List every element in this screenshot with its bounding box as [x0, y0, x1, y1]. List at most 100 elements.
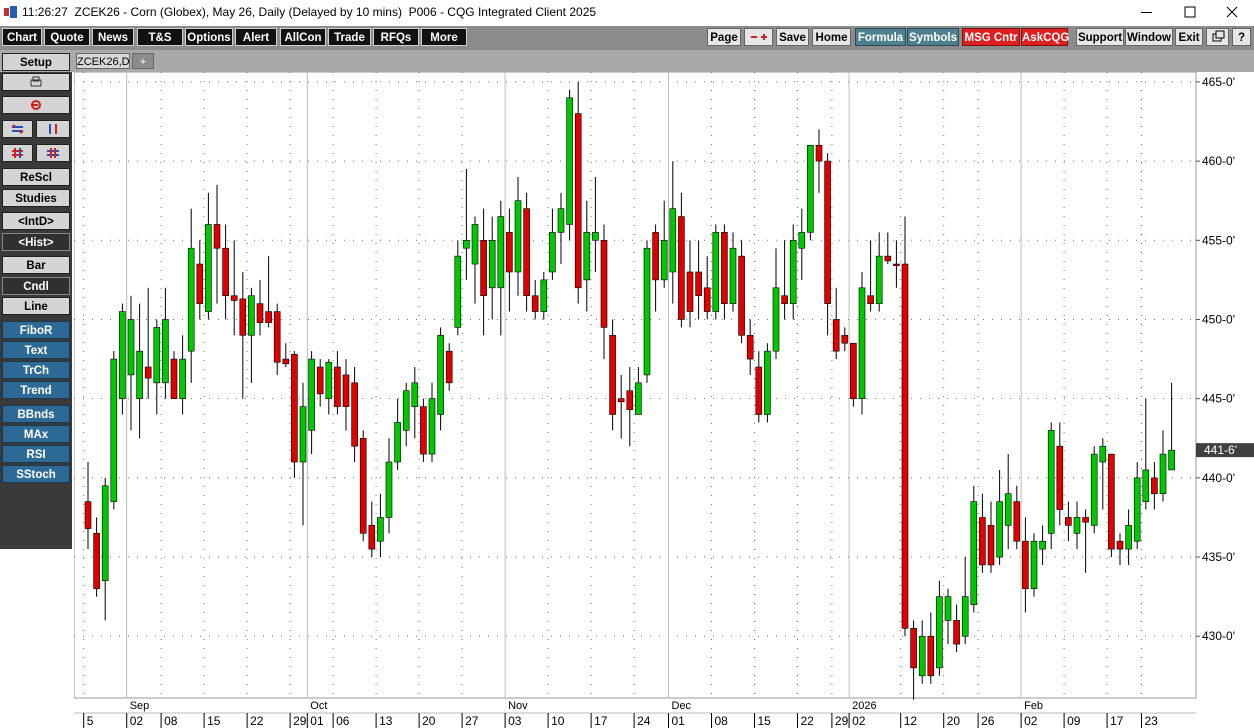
candle-body	[256, 303, 264, 323]
maximize-button[interactable]	[1184, 6, 1196, 18]
candle-body	[325, 361, 333, 399]
x-tick-label: 02	[852, 714, 866, 728]
x-tick-label: 12	[904, 714, 918, 728]
y-tick-label: 445-0'	[1202, 392, 1235, 406]
toolbar-button[interactable]: Trade	[328, 28, 371, 46]
candle-body	[729, 247, 737, 304]
sidebar-button[interactable]: Cndl	[2, 277, 70, 295]
toolbar-button[interactable]: MSG Cntr	[962, 28, 1020, 46]
toolbar-button[interactable]: Alert	[235, 28, 277, 46]
candle-body	[781, 295, 788, 304]
print-button[interactable]	[2, 73, 70, 91]
tool-button[interactable]	[36, 120, 70, 138]
sidebar-button[interactable]: BBnds	[2, 405, 70, 423]
candle-body	[454, 255, 462, 328]
candle-body	[351, 382, 358, 447]
x-tick-label: 10	[551, 714, 565, 728]
candle-body	[609, 335, 616, 415]
sidebar-button[interactable]: SStoch	[2, 465, 70, 483]
toolbar-button[interactable]: News	[92, 28, 134, 46]
toolbar-button[interactable]: RFQs	[373, 28, 419, 46]
chart-tab[interactable]: ZCEK26,D	[76, 53, 130, 69]
candle-body	[944, 596, 952, 621]
toolbar-button[interactable]: Options	[185, 28, 233, 46]
x-tick-label: 06	[336, 714, 350, 728]
candle-body	[669, 208, 677, 273]
candle-body	[299, 406, 307, 463]
tool-button[interactable]	[2, 144, 33, 162]
sidebar-button[interactable]: Studies	[2, 189, 70, 207]
x-tick-label: 15	[207, 714, 221, 728]
x-tick-label: 24	[637, 714, 651, 728]
toolbar-button[interactable]: AskCQG	[1021, 28, 1069, 46]
toolbar-button[interactable]: T&S	[137, 28, 183, 46]
toolbar-button[interactable]: More	[421, 28, 467, 46]
toolbar-button[interactable]: Home	[812, 28, 851, 46]
candle-body	[867, 295, 874, 304]
candle-body	[1133, 477, 1141, 542]
add-tab-button[interactable]: +	[132, 53, 154, 69]
y-tick-label: 465-0'	[1202, 75, 1235, 89]
toolbar-icon-button[interactable]	[1206, 28, 1229, 46]
sidebar-button[interactable]: Line	[2, 297, 70, 315]
candle-body	[506, 232, 513, 273]
tool-button[interactable]	[2, 120, 33, 138]
sidebar-button[interactable]: <Hist>	[2, 233, 70, 251]
toolbar-button[interactable]: Save	[776, 28, 809, 46]
close-button[interactable]	[1226, 6, 1238, 18]
candle-body	[746, 335, 754, 360]
candle-body	[428, 398, 436, 455]
currency-button[interactable]	[2, 96, 70, 114]
candle-body	[445, 350, 453, 384]
candle-body	[514, 200, 522, 273]
toolbar-button[interactable]: Symbols	[907, 28, 959, 46]
sidebar-button[interactable]: ReScl	[2, 168, 70, 186]
sidebar-button[interactable]: Trend	[2, 381, 70, 399]
toolbar-button[interactable]: Support	[1076, 28, 1124, 46]
candle-body	[970, 501, 978, 605]
sidebar-button[interactable]: FiboR	[2, 321, 70, 339]
x-tick-label: 01	[672, 714, 686, 728]
candle-body	[1108, 453, 1115, 550]
tab-row: ZCEK26,D +	[0, 50, 1254, 72]
toolbar-button[interactable]: Chart	[2, 28, 42, 46]
print-icon	[30, 76, 42, 87]
candle-body	[600, 239, 608, 328]
candle-body	[488, 239, 496, 289]
y-tick-label: 455-0'	[1202, 233, 1235, 247]
candle-body	[420, 406, 427, 455]
candle-body	[1047, 430, 1055, 534]
toolbar-icon-button[interactable]	[744, 28, 773, 46]
tool-icon	[12, 148, 23, 158]
window-controls	[1141, 6, 1238, 18]
tool-button[interactable]	[36, 144, 70, 162]
sidebar-button[interactable]: Text	[2, 341, 70, 359]
sidebar-button[interactable]: Bar	[2, 256, 70, 274]
toolbar-button[interactable]: ?	[1232, 28, 1251, 46]
toolbar-button[interactable]: AllCon	[280, 28, 326, 46]
sidebar-button[interactable]: MAx	[2, 425, 70, 443]
candle-body	[936, 596, 943, 669]
candle-body	[523, 208, 530, 297]
candle-body	[308, 358, 315, 431]
toolbar-button[interactable]: Window	[1125, 28, 1173, 46]
candle-body	[678, 216, 685, 320]
toolbar-button[interactable]: Page	[707, 28, 741, 46]
sidebar-button[interactable]: <IntD>	[2, 212, 70, 230]
candle-body	[850, 342, 857, 399]
tool-icon	[49, 124, 57, 134]
toolbar-button[interactable]: Quote	[44, 28, 90, 46]
x-tick-label: 17	[594, 714, 608, 728]
x-tick-label: 15	[758, 714, 772, 728]
toolbar-button[interactable]: Exit	[1175, 28, 1203, 46]
sidebar-button[interactable]: Setup	[2, 53, 70, 71]
candle-body	[1090, 453, 1098, 526]
candle-body	[910, 628, 917, 669]
candle-body	[755, 366, 763, 415]
candle-body	[996, 501, 1003, 558]
candle-body	[368, 525, 376, 550]
plot-area	[74, 72, 1197, 699]
toolbar-button[interactable]: Formula	[855, 28, 906, 46]
sidebar-button[interactable]: RSI	[2, 445, 70, 463]
sidebar-button[interactable]: TrCh	[2, 361, 70, 379]
